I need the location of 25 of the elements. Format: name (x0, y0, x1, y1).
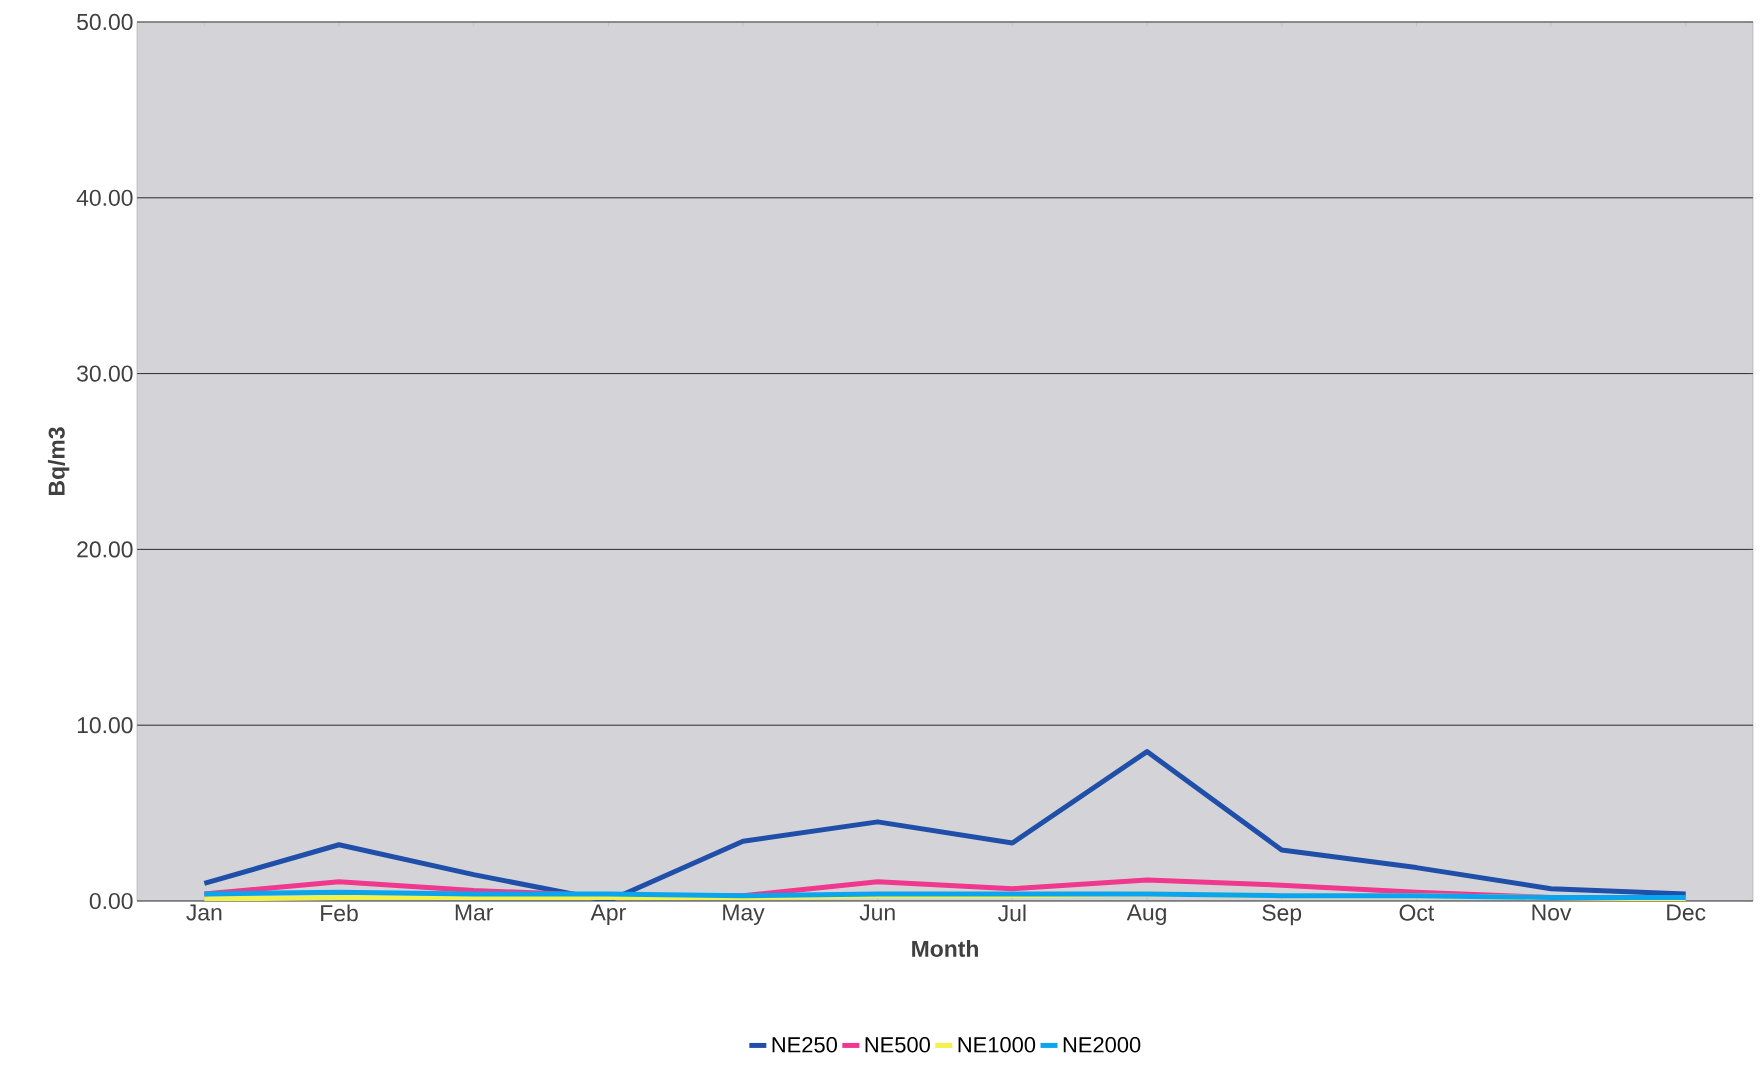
x-tick-label: Oct (1399, 904, 1435, 921)
x-tick-label: Sep (1262, 904, 1302, 926)
legend-label: NE2000 (1063, 1037, 1141, 1053)
x-tick-label: Jan (186, 904, 222, 921)
y-tick-label: 10.00 (77, 717, 133, 734)
x-tick-label: Apr (590, 904, 626, 926)
legend-label: NE500 (865, 1037, 930, 1053)
x-tick-label: Mar (455, 904, 494, 921)
y-tick-label: 0.00 (89, 892, 133, 910)
x-tick-label: Jun (859, 904, 895, 921)
x-tick-label: Jul (998, 904, 1026, 922)
x-tick-label: May (723, 904, 765, 926)
legend-label: NE250 (772, 1037, 837, 1053)
y-tick-label: 30.00 (77, 365, 133, 382)
x-tick-label: Feb (321, 904, 358, 922)
x-tick-label: Dec (1667, 904, 1706, 921)
y-tick-label: 40.00 (76, 189, 133, 206)
line-series (201, 749, 1689, 901)
legend-label: NE1000 (958, 1037, 1036, 1053)
x-tick-label: Nov (1532, 904, 1572, 921)
y-tick-label: 20.00 (77, 541, 133, 558)
x-axis-title: Month (912, 940, 978, 957)
y-axis-title: Bq/m3 (47, 427, 70, 495)
x-tick-label: Aug (1126, 904, 1166, 926)
y-tick-label: 50.00 (77, 13, 133, 31)
